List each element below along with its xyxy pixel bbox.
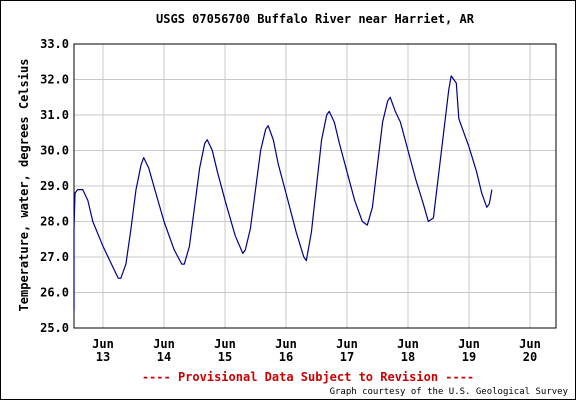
y-tick-label: 30.0: [40, 144, 69, 158]
x-tick-month: Jun: [336, 337, 358, 351]
water-temperature-series-line: [73, 75, 493, 311]
x-tick-month: Jun: [519, 337, 541, 351]
x-tick-month: Jun: [153, 337, 175, 351]
y-axis-ticks: 25.0 26.0 27.0 28.0 29.0 30.0 31.0 32.0 33.0: [40, 37, 69, 335]
x-tick-month: Jun: [92, 337, 114, 351]
x-tick-day: 20: [523, 350, 537, 364]
x-tick-day: 17: [340, 350, 354, 364]
x-tick-day: 19: [462, 350, 476, 364]
y-tick-label: 31.0: [40, 108, 69, 122]
usgs-credit: Graph courtesy of the U.S. Geological Su…: [330, 387, 569, 397]
y-axis-label: Temperature, water, degrees Celsius: [17, 59, 31, 312]
series-layer: [73, 75, 493, 311]
y-tick-label: 32.0: [40, 73, 69, 87]
x-tick-day: 14: [157, 350, 171, 364]
y-tick-label: 27.0: [40, 250, 69, 264]
x-tick-month: Jun: [275, 337, 297, 351]
y-tick-label: 33.0: [40, 37, 69, 51]
x-tick-day: 15: [218, 350, 232, 364]
x-tick-day: 16: [279, 350, 293, 364]
x-tick-day: 13: [96, 350, 110, 364]
plot-area: [73, 43, 557, 329]
y-tick-label: 25.0: [40, 321, 69, 335]
provisional-note: ---- Provisional Data Subject to Revisio…: [142, 370, 474, 384]
x-tick-month: Jun: [397, 337, 419, 351]
y-tick-label: 26.0: [40, 286, 69, 300]
x-tick-day: 18: [401, 350, 415, 364]
y-tick-label: 28.0: [40, 215, 69, 229]
y-tick-label: 29.0: [40, 179, 69, 193]
x-tick-month: Jun: [214, 337, 236, 351]
chart-title: USGS 07056700 Buffalo River near Harriet…: [156, 12, 475, 26]
x-tick-month: Jun: [458, 337, 480, 351]
grid-lines: [74, 44, 556, 328]
